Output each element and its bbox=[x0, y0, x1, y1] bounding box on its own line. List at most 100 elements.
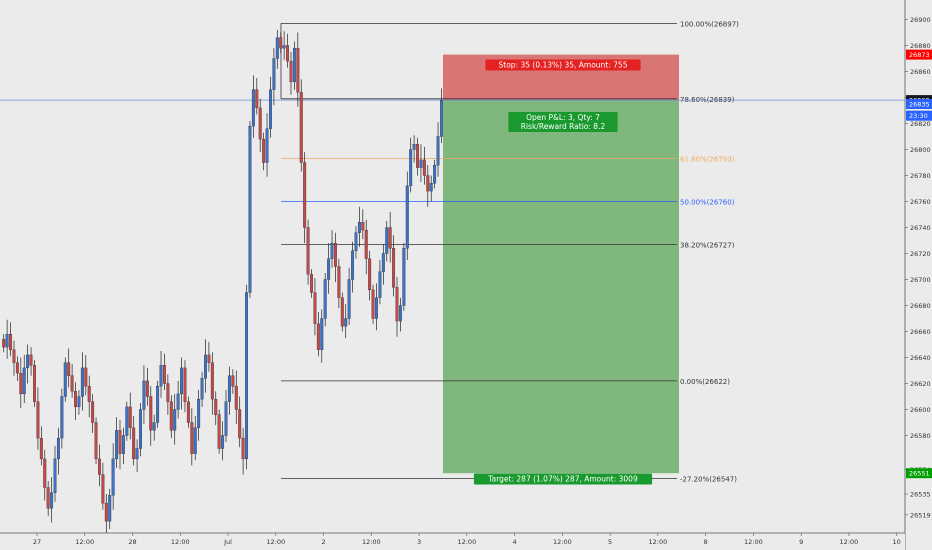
candle-body bbox=[135, 448, 139, 460]
candle-body bbox=[440, 99, 443, 137]
candle-body bbox=[436, 136, 440, 166]
candle-body bbox=[327, 258, 331, 280]
price-badge: 26551 bbox=[906, 468, 932, 479]
candle-body bbox=[152, 422, 156, 431]
candle-body bbox=[262, 138, 266, 163]
price-badge: 23:30 bbox=[906, 110, 932, 121]
price-badge-bg bbox=[906, 99, 932, 109]
candle-body bbox=[303, 162, 307, 228]
time-tick-label: 9 bbox=[799, 538, 803, 546]
time-axis[interactable]: 27 12:00 28 12:00 Jul 12:00 2 12:00 3 12:00 4 12:00… bbox=[0, 532, 905, 550]
time-tick-label: Jul bbox=[223, 538, 232, 546]
candle-body bbox=[313, 292, 317, 324]
candle-body bbox=[344, 318, 348, 327]
candle-body bbox=[347, 279, 351, 319]
price-tick-label: 26600 bbox=[910, 406, 931, 414]
candle-body bbox=[74, 391, 77, 408]
price-tick-label: 26760 bbox=[910, 198, 931, 206]
candle-body bbox=[289, 60, 293, 83]
price-badge-bg bbox=[906, 468, 932, 479]
price-axis[interactable]: 2651926535265542658026600266202664026660… bbox=[904, 0, 932, 550]
candle-body bbox=[419, 159, 423, 168]
candle-body bbox=[80, 367, 84, 397]
time-axis-bg bbox=[0, 533, 905, 550]
candle-body bbox=[333, 242, 337, 267]
candle-body bbox=[132, 427, 136, 460]
candle-body bbox=[392, 248, 396, 288]
candle-body bbox=[115, 430, 119, 460]
candle-body bbox=[197, 398, 201, 428]
candle-body bbox=[98, 458, 101, 475]
candle-body bbox=[433, 164, 437, 184]
fib-level-label: 38.20%(26727) bbox=[680, 241, 735, 249]
candle-body bbox=[402, 248, 406, 306]
price-tick-label: 26700 bbox=[910, 276, 931, 284]
price-badge-text: 23:30 bbox=[909, 112, 928, 120]
candle-body bbox=[388, 227, 392, 249]
price-tick-label: 26740 bbox=[910, 224, 931, 232]
candle-body bbox=[337, 266, 341, 298]
candle-body bbox=[46, 487, 50, 509]
time-tick-label: 2 bbox=[321, 538, 325, 546]
candle-body bbox=[33, 365, 36, 402]
price-tick-label: 26900 bbox=[910, 16, 931, 24]
target-label-text: Target: 287 (1.07%) 287, Amount: 3009 bbox=[487, 475, 638, 484]
candle-body bbox=[426, 175, 430, 192]
candle-body bbox=[29, 354, 33, 366]
candle-body bbox=[190, 422, 194, 454]
candle-body bbox=[412, 144, 416, 150]
candle-body bbox=[67, 362, 71, 376]
candle-body bbox=[395, 287, 399, 322]
price-tick-label: 26880 bbox=[910, 42, 931, 50]
candle-body bbox=[409, 149, 413, 187]
candle-body bbox=[275, 37, 279, 59]
candle-body bbox=[186, 401, 190, 423]
candle-body bbox=[316, 323, 320, 350]
candle-body bbox=[156, 385, 160, 423]
candle-body bbox=[84, 367, 88, 387]
fib-level-label: 100.00%(26897) bbox=[680, 20, 739, 28]
price-tick-label: 26660 bbox=[910, 328, 931, 336]
candle-body bbox=[299, 92, 303, 163]
candle-body bbox=[94, 422, 98, 460]
candle-body bbox=[286, 45, 290, 62]
candle-body bbox=[351, 250, 355, 280]
candle-body bbox=[22, 367, 26, 395]
candle-body bbox=[238, 409, 242, 439]
candle-body bbox=[210, 362, 214, 400]
candle-body bbox=[354, 232, 358, 252]
price-tick-label: 26820 bbox=[910, 120, 931, 128]
time-tick-label: 10 bbox=[893, 538, 901, 546]
candle-body bbox=[245, 292, 248, 460]
candle-body bbox=[279, 37, 283, 49]
candle-body bbox=[361, 222, 365, 231]
price-tick-label: 26780 bbox=[910, 172, 931, 180]
candle-body bbox=[128, 406, 132, 428]
candle-body bbox=[200, 378, 204, 400]
candle-body bbox=[416, 144, 419, 168]
pnl-label-bg bbox=[508, 112, 618, 132]
candle-body bbox=[36, 401, 40, 439]
candle-body bbox=[422, 159, 426, 176]
price-tick-label: 26580 bbox=[910, 432, 931, 440]
candle-body bbox=[50, 492, 54, 509]
time-tick-label: 12:00 bbox=[362, 538, 381, 546]
time-tick-label: 5 bbox=[608, 538, 612, 546]
candle-body bbox=[340, 297, 344, 327]
candle-body bbox=[173, 409, 177, 431]
price-axis-bg bbox=[905, 0, 932, 550]
stop-label-text: Stop: 35 (0.13%) 35, Amount: 755 bbox=[499, 61, 628, 70]
candle-body bbox=[2, 339, 6, 348]
candle-body bbox=[255, 89, 259, 109]
candle-body bbox=[364, 229, 368, 259]
candle-body bbox=[26, 354, 30, 369]
candle-body bbox=[149, 396, 153, 431]
candle-body bbox=[145, 380, 149, 397]
position-labels: Stop: 35 (0.13%) 35, Amount: 755 Open P&L… bbox=[473, 59, 653, 485]
candle-body bbox=[9, 333, 13, 350]
candle-body bbox=[310, 274, 313, 293]
target-zone[interactable] bbox=[443, 100, 679, 474]
pnl-label-text: Risk/Reward Ratio: 8.2 bbox=[521, 122, 606, 131]
